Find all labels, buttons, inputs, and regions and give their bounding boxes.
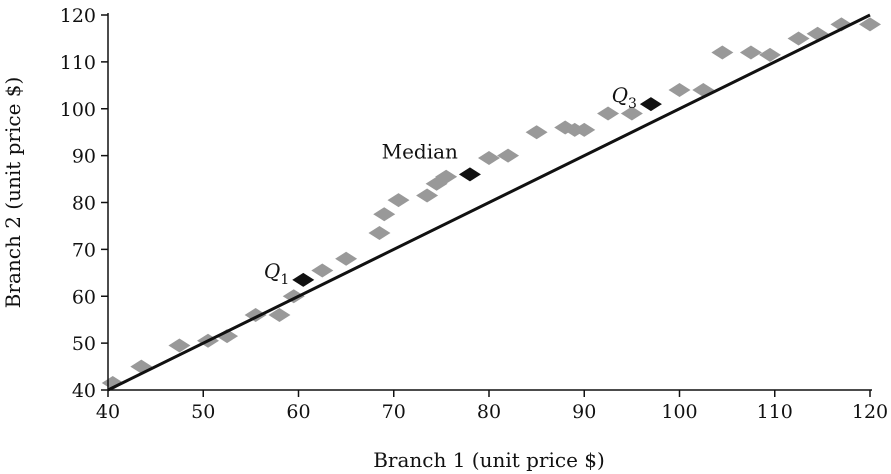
x-tick-label: 60 [286, 401, 310, 423]
quartile-label: Q1 [264, 259, 289, 288]
data-point [368, 225, 391, 240]
quartile-label: Median [382, 139, 458, 163]
data-point [387, 193, 410, 208]
x-tick-label: 70 [382, 401, 406, 423]
data-point [525, 125, 548, 140]
reference-line [107, 13, 871, 392]
quartile-label: Q3 [612, 83, 637, 112]
y-tick-label: 40 [72, 380, 96, 402]
data-point [335, 251, 358, 266]
x-tick-label: 110 [757, 401, 793, 423]
y-tick-label: 60 [72, 286, 96, 308]
y-tick-label: 50 [72, 333, 96, 355]
y-tick-label: 120 [60, 5, 96, 27]
data-point [311, 263, 334, 278]
data-point [497, 148, 520, 163]
x-tick-label: 40 [96, 401, 120, 423]
x-tick-label: 90 [572, 401, 596, 423]
data-point [416, 188, 439, 203]
reference-line-layer [107, 13, 871, 392]
x-axis-title: Branch 1 (unit price $) [373, 448, 605, 472]
data-point [620, 106, 643, 121]
quartile-point [639, 97, 662, 112]
quartile-point [292, 272, 315, 287]
quartile-point [458, 167, 481, 182]
x-tick-label: 80 [477, 401, 501, 423]
data-point [787, 31, 810, 46]
data-point [597, 106, 620, 121]
x-tick-label: 100 [661, 401, 697, 423]
data-point [668, 83, 691, 97]
y-tick-label: 70 [72, 239, 96, 261]
x-tick-label: 50 [191, 401, 215, 423]
data-point [573, 122, 596, 137]
x-tick-label: 120 [852, 401, 888, 423]
y-axis-title: Branch 2 (unit price $) [1, 77, 25, 309]
y-tick-label: 100 [60, 99, 96, 121]
quartile-layer: Q1 Median Q3 [264, 83, 662, 288]
data-point [739, 45, 762, 60]
data-point [268, 308, 291, 322]
y-tick-label: 80 [72, 193, 96, 215]
data-point [373, 207, 396, 222]
y-tick-label: 110 [60, 52, 96, 74]
data-point [168, 338, 191, 353]
data-point [859, 17, 881, 32]
axes: 40 50 60 70 80 90 100 110 120 40 50 60 70 80 90 100 110 1… [60, 5, 888, 423]
data-point [435, 169, 458, 184]
data-point [758, 47, 781, 62]
data-point [478, 150, 500, 165]
data-point [711, 45, 734, 60]
y-tick-label: 90 [72, 146, 96, 168]
